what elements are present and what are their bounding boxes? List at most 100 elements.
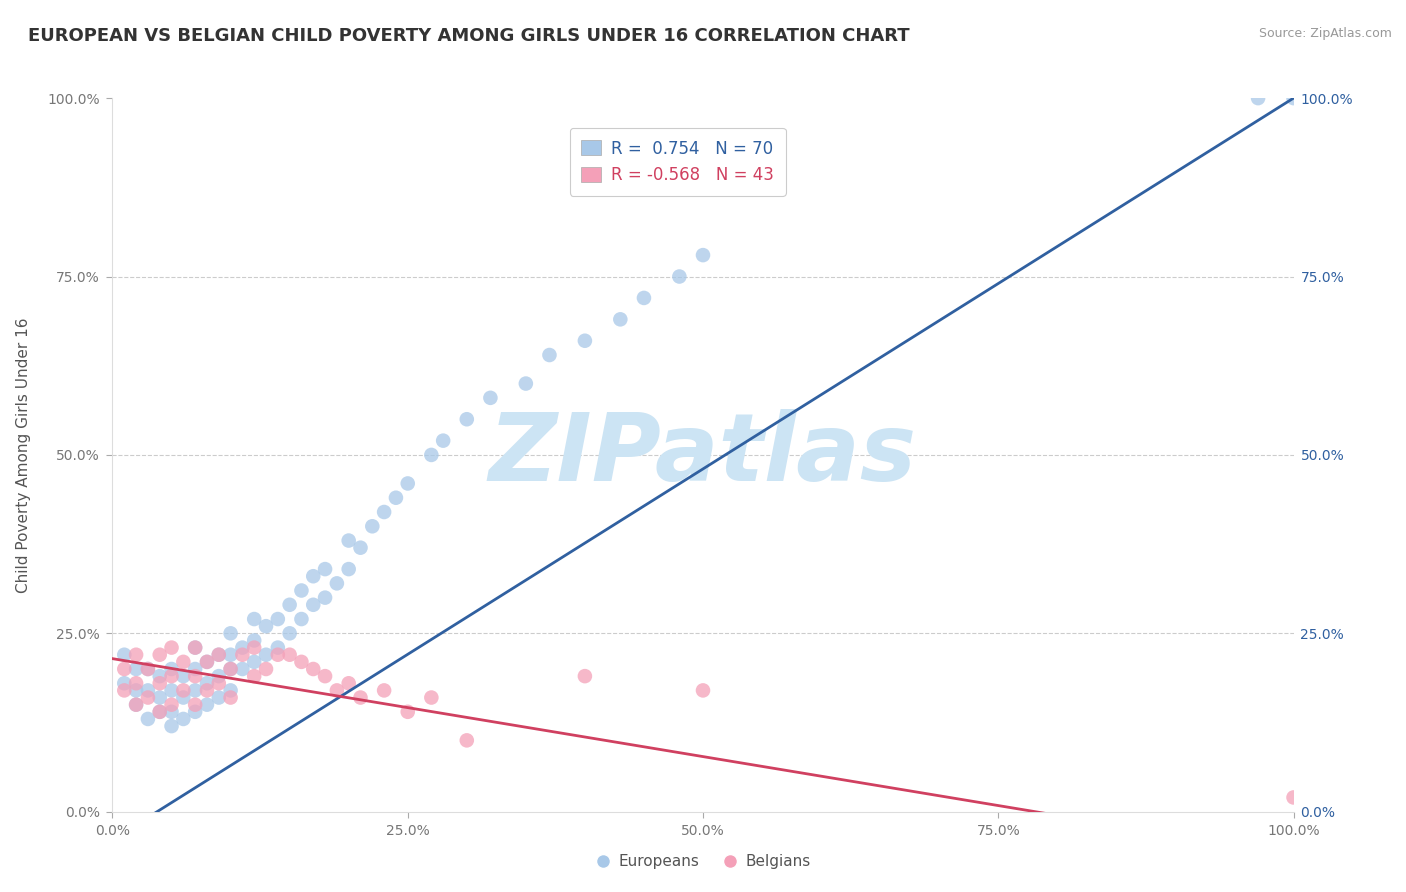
Point bbox=[160, 662, 183, 676]
Point bbox=[1247, 91, 1270, 105]
Point bbox=[290, 612, 312, 626]
Point bbox=[125, 698, 148, 712]
Point bbox=[136, 683, 159, 698]
Point bbox=[149, 705, 172, 719]
Point bbox=[574, 669, 596, 683]
Point bbox=[172, 690, 194, 705]
Point bbox=[125, 648, 148, 662]
Point bbox=[231, 662, 253, 676]
Point bbox=[420, 690, 443, 705]
Point bbox=[278, 626, 301, 640]
Point bbox=[231, 640, 253, 655]
Point bbox=[112, 676, 135, 690]
Point bbox=[208, 648, 231, 662]
Point bbox=[302, 598, 325, 612]
Point bbox=[184, 640, 207, 655]
Point bbox=[172, 683, 194, 698]
Point bbox=[112, 662, 135, 676]
Point bbox=[112, 648, 135, 662]
Point bbox=[692, 248, 714, 262]
Point bbox=[633, 291, 655, 305]
Point bbox=[184, 705, 207, 719]
Point bbox=[254, 619, 277, 633]
Point bbox=[349, 541, 371, 555]
Point bbox=[337, 562, 360, 576]
Point bbox=[149, 705, 172, 719]
Point bbox=[396, 476, 419, 491]
Point bbox=[373, 505, 395, 519]
Point bbox=[184, 683, 207, 698]
Point bbox=[125, 698, 148, 712]
Point bbox=[267, 612, 290, 626]
Point bbox=[243, 655, 266, 669]
Point bbox=[195, 698, 218, 712]
Point bbox=[172, 655, 194, 669]
Point bbox=[219, 662, 242, 676]
Point bbox=[290, 583, 312, 598]
Point bbox=[326, 683, 349, 698]
Point bbox=[302, 569, 325, 583]
Point bbox=[243, 640, 266, 655]
Point bbox=[267, 648, 290, 662]
Y-axis label: Child Poverty Among Girls Under 16: Child Poverty Among Girls Under 16 bbox=[15, 318, 31, 592]
Legend: Europeans, Belgians: Europeans, Belgians bbox=[589, 848, 817, 875]
Point bbox=[243, 633, 266, 648]
Point bbox=[574, 334, 596, 348]
Point bbox=[314, 591, 336, 605]
Point bbox=[219, 662, 242, 676]
Point bbox=[136, 690, 159, 705]
Point bbox=[267, 640, 290, 655]
Point bbox=[195, 655, 218, 669]
Point bbox=[278, 648, 301, 662]
Point bbox=[219, 683, 242, 698]
Point bbox=[219, 626, 242, 640]
Point bbox=[125, 662, 148, 676]
Point bbox=[149, 690, 172, 705]
Point bbox=[172, 712, 194, 726]
Point bbox=[361, 519, 384, 533]
Point bbox=[668, 269, 690, 284]
Point bbox=[456, 733, 478, 747]
Point bbox=[208, 690, 231, 705]
Point bbox=[314, 562, 336, 576]
Point bbox=[136, 662, 159, 676]
Point bbox=[254, 648, 277, 662]
Point bbox=[184, 640, 207, 655]
Text: ZIPatlas: ZIPatlas bbox=[489, 409, 917, 501]
Point bbox=[195, 683, 218, 698]
Point bbox=[208, 669, 231, 683]
Point bbox=[136, 712, 159, 726]
Point bbox=[385, 491, 408, 505]
Point bbox=[349, 690, 371, 705]
Point bbox=[432, 434, 454, 448]
Point bbox=[125, 676, 148, 690]
Point bbox=[160, 719, 183, 733]
Point bbox=[184, 662, 207, 676]
Point bbox=[254, 662, 277, 676]
Point bbox=[479, 391, 502, 405]
Point bbox=[1282, 790, 1305, 805]
Text: Source: ZipAtlas.com: Source: ZipAtlas.com bbox=[1258, 27, 1392, 40]
Text: EUROPEAN VS BELGIAN CHILD POVERTY AMONG GIRLS UNDER 16 CORRELATION CHART: EUROPEAN VS BELGIAN CHILD POVERTY AMONG … bbox=[28, 27, 910, 45]
Point bbox=[609, 312, 631, 326]
Point bbox=[184, 698, 207, 712]
Point bbox=[160, 705, 183, 719]
Point bbox=[515, 376, 537, 391]
Point bbox=[373, 683, 395, 698]
Point bbox=[314, 669, 336, 683]
Point bbox=[219, 690, 242, 705]
Point bbox=[208, 648, 231, 662]
Point bbox=[195, 676, 218, 690]
Point bbox=[125, 683, 148, 698]
Point bbox=[1282, 91, 1305, 105]
Point bbox=[278, 598, 301, 612]
Point bbox=[160, 698, 183, 712]
Point bbox=[396, 705, 419, 719]
Point bbox=[337, 533, 360, 548]
Point bbox=[160, 683, 183, 698]
Point bbox=[149, 648, 172, 662]
Point bbox=[243, 669, 266, 683]
Point bbox=[149, 669, 172, 683]
Point bbox=[160, 640, 183, 655]
Point bbox=[243, 612, 266, 626]
